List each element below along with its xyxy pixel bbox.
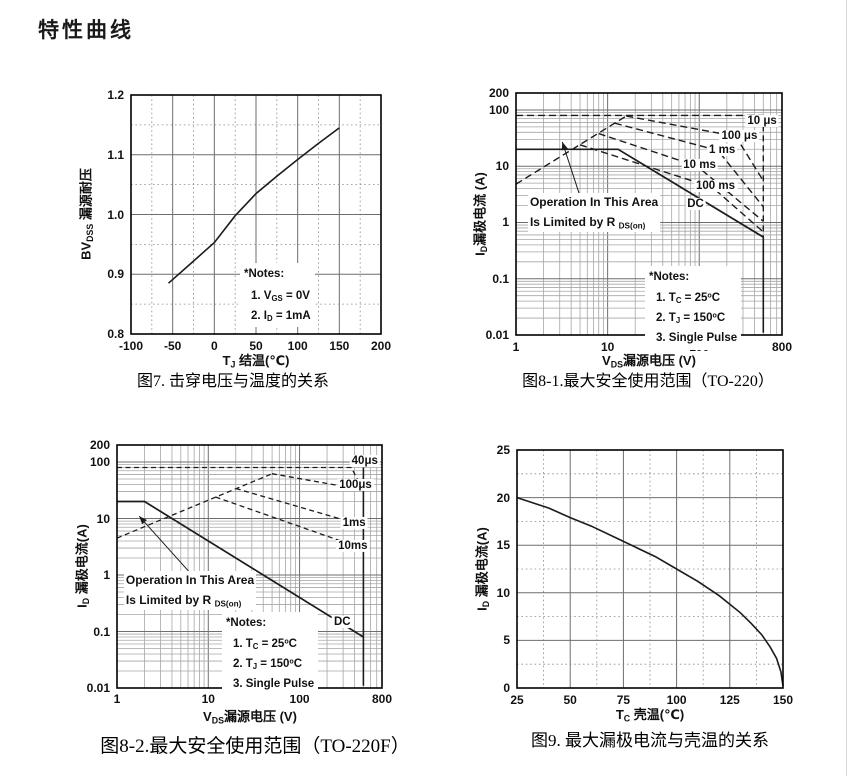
callout-line: Is Limited by R DS(on) bbox=[125, 592, 242, 608]
curve-label: 100 ms bbox=[693, 179, 738, 192]
y-tick-label: 0.01 bbox=[485, 328, 509, 342]
notes-line: 2. TJ = 150oC bbox=[656, 311, 726, 326]
series-dc bbox=[117, 500, 364, 638]
curve-label: DC bbox=[331, 616, 353, 629]
callout-line: Is Limited by R DS(on) bbox=[529, 214, 646, 230]
chart-caption: 图9. 最大漏极电流与壳温的关系 bbox=[531, 731, 769, 750]
y-tick-label: 0.8 bbox=[107, 327, 124, 341]
chart-caption: 图8-2.最大安全使用范围（TO-220F） bbox=[100, 736, 410, 757]
notes-line: 3. Single Pulse bbox=[656, 332, 738, 345]
x-tick-label: 100 bbox=[289, 692, 310, 706]
y-tick-label: 1.0 bbox=[107, 207, 124, 222]
y-tick-label: 200 bbox=[488, 86, 509, 100]
curve-label: 1 ms bbox=[707, 144, 738, 157]
curve-label: 10 ms bbox=[681, 159, 718, 172]
y-tick-label: 0.1 bbox=[492, 271, 509, 286]
arrow-head bbox=[139, 516, 147, 525]
x-tick-label: 50 bbox=[563, 693, 577, 707]
page-title: 特性曲线 bbox=[38, 18, 134, 42]
notes-block: *Notes: 1. TC = 25oC 2. TJ = 150oC 3. Singl… bbox=[645, 266, 742, 350]
series-id-vs-tc bbox=[516, 496, 784, 687]
x-tick-label: 25 bbox=[510, 693, 524, 707]
series-1ms bbox=[614, 122, 764, 208]
chart-caption: 图8-1.最大安全使用范围（TO-220） bbox=[522, 373, 774, 390]
curve-label: 40μs bbox=[349, 455, 380, 468]
y-tick-label: 10 bbox=[495, 159, 509, 174]
callout-arrow bbox=[138, 515, 191, 573]
x-tick-label: 75 bbox=[616, 693, 631, 707]
notes-title: *Notes: bbox=[225, 616, 267, 629]
series-40us bbox=[117, 466, 364, 492]
curve-label: 10 μs bbox=[745, 114, 779, 127]
y-tick-label: 1 bbox=[103, 568, 110, 582]
x-tick-label: 800 bbox=[771, 340, 793, 354]
y-tick-label: 10 bbox=[496, 585, 510, 600]
series-bvdss-vs-tj bbox=[167, 127, 340, 284]
y-tick-label: 100 bbox=[89, 455, 110, 469]
notes-block: *Notes: 1. TC = 25oC 2. TJ = 150oC 3. Singl… bbox=[221, 611, 319, 696]
curve-label: 100 μs bbox=[719, 130, 760, 143]
y-tick-label: 1 bbox=[502, 215, 509, 230]
x-tick-label: 150 bbox=[772, 693, 794, 707]
notes-line: 3. Single Pulse bbox=[232, 678, 315, 691]
x-tick-label: -50 bbox=[163, 339, 182, 353]
x-tick-label: 100 bbox=[287, 339, 308, 353]
series-100ms bbox=[579, 144, 764, 233]
curve-label: 10ms bbox=[336, 540, 370, 553]
curve-label: 100μs bbox=[337, 479, 374, 492]
curve-label: DC bbox=[685, 198, 706, 211]
x-tick-label: 125 bbox=[719, 693, 740, 707]
x-axis-title: TC 壳温(℃) bbox=[615, 707, 685, 724]
soa-callout-text: Operation In This Area Is Limited by R DS… bbox=[123, 571, 257, 610]
y-tick-label: 5 bbox=[503, 633, 510, 648]
callout-arrow bbox=[561, 141, 583, 202]
x-tick-label: 800 bbox=[371, 692, 393, 706]
callout-line: Operation In This Area bbox=[125, 573, 255, 588]
y-tick-label: 0.01 bbox=[86, 681, 110, 695]
x-tick-label: 1 bbox=[113, 692, 121, 706]
notes-line: 1. TC = 25oC bbox=[232, 637, 297, 652]
y-tick-label: 0.1 bbox=[93, 624, 110, 639]
chart-caption: 图7. 击穿电压与温度的关系 bbox=[136, 373, 330, 390]
notes-line: 1. VGS = 0V bbox=[251, 289, 310, 303]
x-axis-title: VDS漏源电压 (V) bbox=[203, 709, 297, 726]
y-tick-label: 20 bbox=[496, 490, 510, 505]
notes-line: 2. ID = 1mA bbox=[251, 309, 311, 323]
x-tick-label: 200 bbox=[370, 339, 392, 353]
notes-title: *Notes: bbox=[244, 268, 285, 281]
notes-title: *Notes: bbox=[649, 271, 690, 284]
series-rdson-limit bbox=[116, 473, 273, 539]
y-tick-label: 1.2 bbox=[107, 88, 124, 102]
series-dc bbox=[516, 148, 764, 238]
notes-line: 1. TC = 25oC bbox=[656, 291, 721, 306]
x-axis-title: TJ 结温(℃) bbox=[222, 353, 290, 370]
x-tick-label: -100 bbox=[118, 339, 144, 353]
y-tick-label: 0 bbox=[503, 681, 510, 695]
x-tick-label: 50 bbox=[249, 339, 263, 353]
y-tick-label: 100 bbox=[488, 102, 509, 117]
y-tick-label: 10 bbox=[96, 511, 110, 526]
x-tick-label: 150 bbox=[329, 339, 350, 353]
notes-line: 2. TJ = 150oC bbox=[232, 657, 303, 672]
y-tick-label: 0.9 bbox=[107, 267, 124, 282]
y-tick-label: 1.1 bbox=[107, 147, 124, 162]
arrow-head bbox=[561, 141, 568, 151]
soa-callout-text: Operation In This Area Is Limited by R DS… bbox=[527, 193, 661, 232]
y-tick-label: 200 bbox=[89, 438, 110, 452]
callout-line: Operation In This Area bbox=[529, 195, 659, 210]
curve-label: 1ms bbox=[340, 516, 368, 529]
x-tick-label: 10 bbox=[201, 692, 215, 706]
y-axis-title: ID 漏极电流(A) bbox=[474, 527, 491, 611]
x-tick-label: 0 bbox=[210, 339, 218, 353]
x-tick-label: 10 bbox=[600, 340, 615, 354]
x-axis-title: VDS漏源电压 (V) bbox=[602, 353, 696, 370]
x-tick-label: 1 bbox=[512, 340, 520, 354]
x-tick-label: 100 bbox=[666, 693, 687, 707]
notes-block: *Notes: 1. VGS = 0V 2. ID = 1mA bbox=[240, 263, 315, 327]
y-tick-label: 25 bbox=[496, 443, 510, 457]
y-tick-label: 15 bbox=[496, 538, 510, 553]
